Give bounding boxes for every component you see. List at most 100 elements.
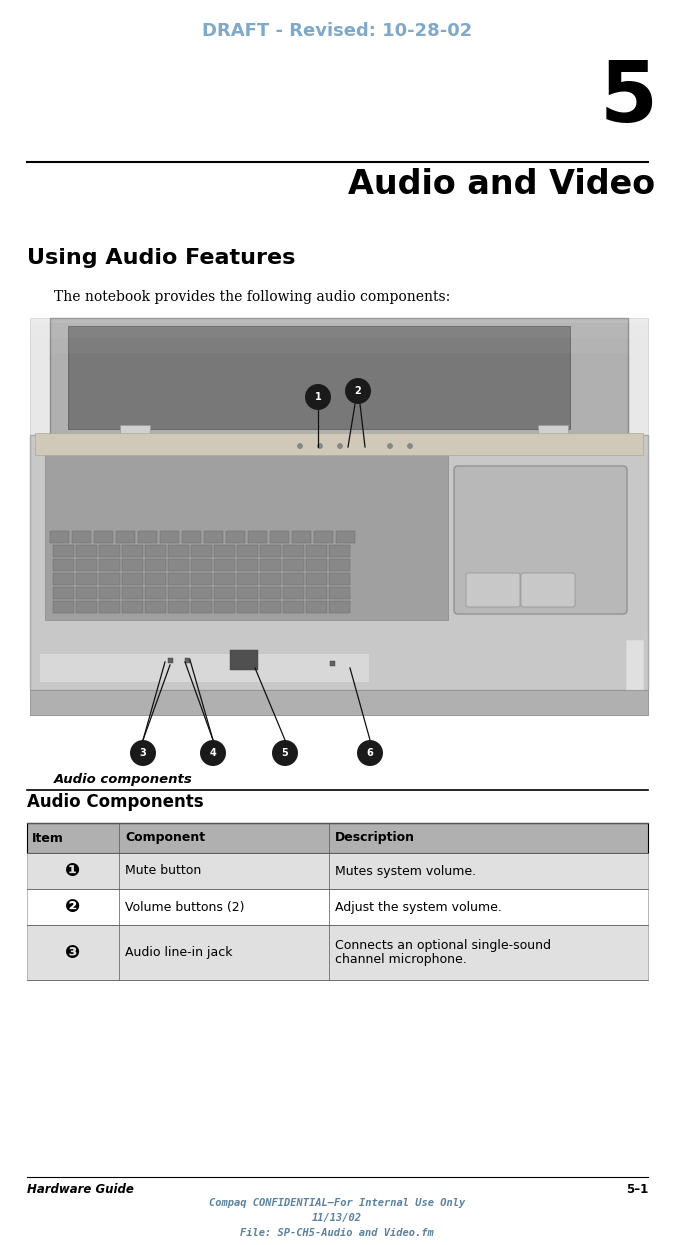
Circle shape <box>387 443 392 448</box>
Text: The notebook provides the following audio components:: The notebook provides the following audi… <box>54 290 450 304</box>
FancyBboxPatch shape <box>236 600 257 613</box>
Circle shape <box>357 740 383 766</box>
FancyBboxPatch shape <box>144 573 165 584</box>
FancyBboxPatch shape <box>213 559 234 570</box>
FancyBboxPatch shape <box>120 425 150 439</box>
FancyBboxPatch shape <box>99 586 119 599</box>
FancyBboxPatch shape <box>27 823 648 853</box>
FancyBboxPatch shape <box>292 530 311 543</box>
Text: Adjust the system volume.: Adjust the system volume. <box>335 900 502 914</box>
FancyBboxPatch shape <box>159 530 178 543</box>
FancyBboxPatch shape <box>53 586 74 599</box>
FancyBboxPatch shape <box>185 659 190 664</box>
FancyBboxPatch shape <box>122 573 142 584</box>
FancyBboxPatch shape <box>329 559 350 570</box>
Text: 3: 3 <box>140 748 146 758</box>
FancyBboxPatch shape <box>27 853 648 889</box>
Circle shape <box>305 383 331 410</box>
FancyBboxPatch shape <box>167 586 188 599</box>
FancyBboxPatch shape <box>259 586 281 599</box>
FancyBboxPatch shape <box>306 559 327 570</box>
FancyBboxPatch shape <box>454 466 627 614</box>
FancyBboxPatch shape <box>306 573 327 584</box>
FancyBboxPatch shape <box>626 640 644 690</box>
FancyBboxPatch shape <box>283 544 304 557</box>
Text: 5: 5 <box>281 748 288 758</box>
FancyBboxPatch shape <box>213 600 234 613</box>
FancyBboxPatch shape <box>76 586 97 599</box>
FancyBboxPatch shape <box>521 573 575 608</box>
FancyBboxPatch shape <box>538 425 568 439</box>
FancyBboxPatch shape <box>115 530 134 543</box>
Text: 11/13/02: 11/13/02 <box>312 1213 362 1223</box>
FancyBboxPatch shape <box>329 544 350 557</box>
Text: File: SP-CH5-Audio and Video.fm: File: SP-CH5-Audio and Video.fm <box>240 1228 434 1238</box>
FancyBboxPatch shape <box>72 530 90 543</box>
FancyBboxPatch shape <box>40 654 369 682</box>
Text: Compaq CONFIDENTIAL—For Internal Use Only: Compaq CONFIDENTIAL—For Internal Use Onl… <box>209 1198 465 1208</box>
FancyBboxPatch shape <box>53 544 74 557</box>
FancyBboxPatch shape <box>213 586 234 599</box>
FancyBboxPatch shape <box>236 573 257 584</box>
FancyBboxPatch shape <box>335 530 354 543</box>
FancyBboxPatch shape <box>236 559 257 570</box>
FancyBboxPatch shape <box>236 544 257 557</box>
FancyBboxPatch shape <box>144 544 165 557</box>
FancyBboxPatch shape <box>30 690 648 715</box>
Text: 5–1: 5–1 <box>626 1183 648 1196</box>
FancyBboxPatch shape <box>53 600 74 613</box>
FancyBboxPatch shape <box>306 600 327 613</box>
FancyBboxPatch shape <box>306 586 327 599</box>
FancyBboxPatch shape <box>122 600 142 613</box>
Circle shape <box>408 443 412 448</box>
FancyBboxPatch shape <box>330 661 335 666</box>
FancyBboxPatch shape <box>99 544 119 557</box>
FancyBboxPatch shape <box>313 530 333 543</box>
FancyBboxPatch shape <box>144 586 165 599</box>
FancyBboxPatch shape <box>99 559 119 570</box>
FancyBboxPatch shape <box>259 544 281 557</box>
FancyBboxPatch shape <box>168 659 173 664</box>
Text: ❶: ❶ <box>65 862 80 880</box>
FancyBboxPatch shape <box>35 433 643 454</box>
FancyBboxPatch shape <box>182 530 200 543</box>
FancyBboxPatch shape <box>213 573 234 584</box>
Text: Item: Item <box>32 832 64 844</box>
Text: Mutes system volume.: Mutes system volume. <box>335 864 476 878</box>
Text: ❷: ❷ <box>65 898 80 916</box>
Circle shape <box>130 740 156 766</box>
FancyBboxPatch shape <box>213 544 234 557</box>
FancyBboxPatch shape <box>190 573 211 584</box>
FancyBboxPatch shape <box>167 559 188 570</box>
FancyBboxPatch shape <box>466 573 520 608</box>
FancyBboxPatch shape <box>236 586 257 599</box>
FancyBboxPatch shape <box>283 586 304 599</box>
FancyBboxPatch shape <box>259 559 281 570</box>
FancyBboxPatch shape <box>283 600 304 613</box>
FancyBboxPatch shape <box>167 573 188 584</box>
FancyBboxPatch shape <box>122 544 142 557</box>
Text: Audio and Video: Audio and Video <box>348 168 655 200</box>
FancyBboxPatch shape <box>50 317 628 435</box>
Text: Audio components: Audio components <box>54 773 193 786</box>
Text: Component: Component <box>125 832 205 844</box>
Text: Description: Description <box>335 832 415 844</box>
Circle shape <box>338 443 342 448</box>
FancyBboxPatch shape <box>30 317 648 715</box>
FancyBboxPatch shape <box>76 544 97 557</box>
FancyBboxPatch shape <box>76 600 97 613</box>
FancyBboxPatch shape <box>45 439 448 620</box>
FancyBboxPatch shape <box>144 559 165 570</box>
Text: 6: 6 <box>367 748 373 758</box>
FancyBboxPatch shape <box>53 573 74 584</box>
Circle shape <box>298 443 302 448</box>
Text: 5: 5 <box>600 59 658 139</box>
FancyBboxPatch shape <box>144 600 165 613</box>
FancyBboxPatch shape <box>329 573 350 584</box>
FancyBboxPatch shape <box>27 889 648 925</box>
FancyBboxPatch shape <box>230 650 258 670</box>
Text: Audio Components: Audio Components <box>27 793 204 810</box>
Text: DRAFT - Revised: 10-28-02: DRAFT - Revised: 10-28-02 <box>202 22 472 40</box>
Text: 4: 4 <box>210 748 217 758</box>
Text: Using Audio Features: Using Audio Features <box>27 248 296 268</box>
